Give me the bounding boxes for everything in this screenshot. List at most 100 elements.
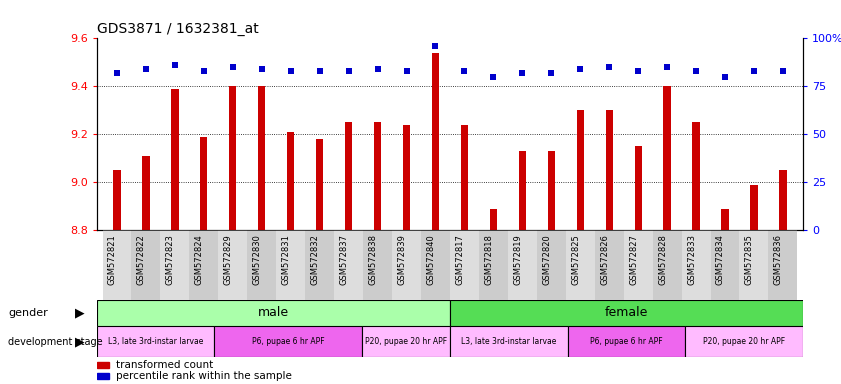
Point: [342, 68, 356, 74]
Bar: [489, 209, 497, 230]
Point: [690, 68, 703, 74]
Point: [255, 66, 268, 72]
Text: development stage: development stage: [8, 337, 103, 347]
Text: GSM572840: GSM572840: [426, 234, 436, 285]
Bar: [568, 326, 685, 357]
Text: GSM572833: GSM572833: [687, 234, 696, 285]
Bar: [392, 230, 421, 300]
Text: GSM572837: GSM572837: [340, 234, 349, 285]
Point: [313, 68, 326, 74]
Bar: [624, 230, 653, 300]
Bar: [131, 230, 161, 300]
Text: ▶: ▶: [75, 306, 84, 319]
Bar: [103, 230, 131, 300]
Point: [718, 74, 732, 80]
Bar: [219, 230, 247, 300]
Bar: [479, 230, 508, 300]
Text: GSM572822: GSM572822: [137, 234, 146, 285]
Point: [544, 70, 558, 76]
Bar: [508, 230, 537, 300]
Bar: [750, 185, 758, 230]
Text: female: female: [605, 306, 648, 319]
Bar: [114, 170, 120, 230]
Point: [140, 66, 153, 72]
Bar: [142, 156, 150, 230]
Bar: [214, 326, 362, 357]
Text: male: male: [257, 306, 289, 319]
Text: GSM572839: GSM572839: [398, 234, 406, 285]
Point: [226, 64, 240, 70]
Text: GSM572817: GSM572817: [456, 234, 464, 285]
Text: GSM572829: GSM572829: [224, 234, 233, 285]
Point: [168, 62, 182, 68]
Bar: [172, 89, 178, 230]
Bar: [681, 230, 711, 300]
Text: GSM572834: GSM572834: [716, 234, 725, 285]
Bar: [595, 230, 624, 300]
Text: GSM572827: GSM572827: [629, 234, 638, 285]
Bar: [450, 326, 568, 357]
Bar: [161, 230, 189, 300]
Text: GSM572818: GSM572818: [484, 234, 494, 285]
Bar: [634, 146, 642, 230]
Bar: [97, 373, 109, 379]
Bar: [769, 230, 797, 300]
Bar: [247, 230, 276, 300]
Bar: [258, 86, 266, 230]
Bar: [606, 110, 613, 230]
Text: GSM572828: GSM572828: [658, 234, 667, 285]
Bar: [200, 137, 208, 230]
Bar: [653, 230, 681, 300]
Bar: [780, 170, 786, 230]
Bar: [537, 230, 566, 300]
Bar: [461, 125, 468, 230]
Point: [429, 43, 442, 49]
Text: P6, pupae 6 hr APF: P6, pupae 6 hr APF: [251, 337, 325, 346]
Text: L3, late 3rd-instar larvae: L3, late 3rd-instar larvae: [108, 337, 204, 346]
Text: P6, pupae 6 hr APF: P6, pupae 6 hr APF: [590, 337, 663, 346]
Bar: [189, 230, 219, 300]
Bar: [316, 139, 323, 230]
Bar: [334, 230, 363, 300]
Bar: [363, 230, 392, 300]
Text: GSM572824: GSM572824: [195, 234, 204, 285]
Point: [747, 68, 760, 74]
Bar: [722, 209, 728, 230]
Bar: [97, 326, 214, 357]
Point: [660, 64, 674, 70]
Bar: [97, 300, 450, 326]
Text: GSM572835: GSM572835: [745, 234, 754, 285]
Text: percentile rank within the sample: percentile rank within the sample: [116, 371, 292, 381]
Bar: [305, 230, 334, 300]
Point: [399, 68, 413, 74]
Point: [602, 64, 616, 70]
Text: GSM572830: GSM572830: [253, 234, 262, 285]
Text: GSM572825: GSM572825: [571, 234, 580, 285]
Point: [574, 66, 587, 72]
Bar: [692, 122, 700, 230]
Text: GSM572819: GSM572819: [513, 234, 522, 285]
Bar: [739, 230, 769, 300]
Text: L3, late 3rd-instar larvae: L3, late 3rd-instar larvae: [461, 337, 557, 346]
Bar: [374, 122, 381, 230]
Bar: [519, 151, 526, 230]
Text: GSM572831: GSM572831: [282, 234, 291, 285]
Point: [371, 66, 384, 72]
Text: GSM572821: GSM572821: [108, 234, 117, 285]
Point: [197, 68, 210, 74]
Text: P20, pupae 20 hr APF: P20, pupae 20 hr APF: [703, 337, 785, 346]
Point: [284, 68, 298, 74]
Bar: [403, 125, 410, 230]
Text: transformed count: transformed count: [116, 360, 214, 370]
Bar: [547, 151, 555, 230]
Text: GSM572832: GSM572832: [310, 234, 320, 285]
Bar: [685, 326, 803, 357]
Point: [516, 70, 529, 76]
Text: GSM572836: GSM572836: [774, 234, 783, 285]
Text: GDS3871 / 1632381_at: GDS3871 / 1632381_at: [97, 22, 258, 36]
Bar: [566, 230, 595, 300]
Text: ▶: ▶: [75, 335, 84, 348]
Bar: [711, 230, 739, 300]
Text: P20, pupae 20 hr APF: P20, pupae 20 hr APF: [365, 337, 447, 346]
Bar: [229, 86, 236, 230]
